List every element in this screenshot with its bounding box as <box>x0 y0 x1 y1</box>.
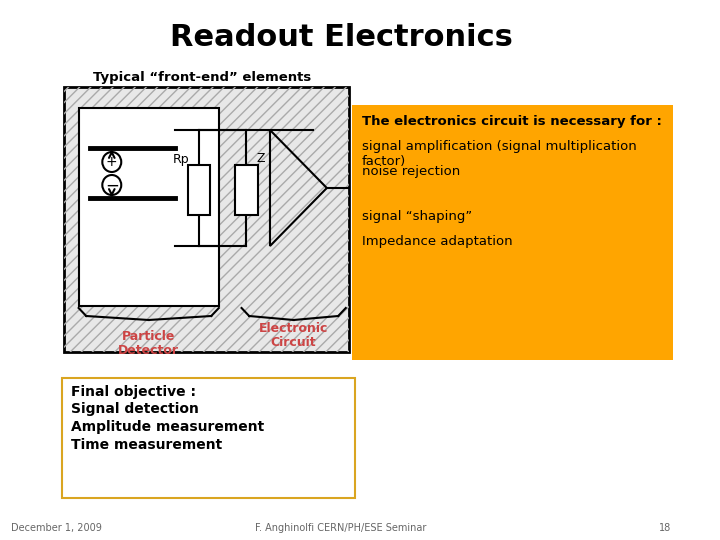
Text: Impedance adaptation: Impedance adaptation <box>362 235 513 248</box>
Text: Electronic: Electronic <box>259 322 328 335</box>
Bar <box>188 165 210 215</box>
Text: −: − <box>105 177 119 194</box>
Bar <box>78 108 219 306</box>
Text: December 1, 2009: December 1, 2009 <box>12 523 102 533</box>
Text: +: + <box>106 155 117 169</box>
Text: Rp: Rp <box>173 152 189 165</box>
Text: Particle: Particle <box>122 330 176 343</box>
Text: F. Anghinolfi CERN/PH/ESE Seminar: F. Anghinolfi CERN/PH/ESE Seminar <box>256 523 427 533</box>
Bar <box>62 378 355 498</box>
Text: Detector: Detector <box>118 344 179 357</box>
Text: Z: Z <box>256 152 265 165</box>
Bar <box>352 105 672 360</box>
Bar <box>235 165 258 215</box>
Bar <box>64 87 348 352</box>
Text: Amplitude measurement: Amplitude measurement <box>71 420 264 434</box>
Text: noise rejection: noise rejection <box>362 165 460 178</box>
Text: Final objective :: Final objective : <box>71 385 196 399</box>
Text: Time measurement: Time measurement <box>71 438 222 452</box>
Text: 18: 18 <box>659 523 671 533</box>
Text: signal amplification (signal multiplication
factor): signal amplification (signal multiplicat… <box>362 140 636 168</box>
Text: signal “shaping”: signal “shaping” <box>362 210 472 223</box>
Text: Readout Electronics: Readout Electronics <box>170 24 513 52</box>
Bar <box>64 87 348 352</box>
Text: Signal detection: Signal detection <box>71 402 199 416</box>
Text: Circuit: Circuit <box>271 336 317 349</box>
Text: Typical “front-end” elements: Typical “front-end” elements <box>93 71 311 84</box>
Text: The electronics circuit is necessary for :: The electronics circuit is necessary for… <box>362 115 662 128</box>
